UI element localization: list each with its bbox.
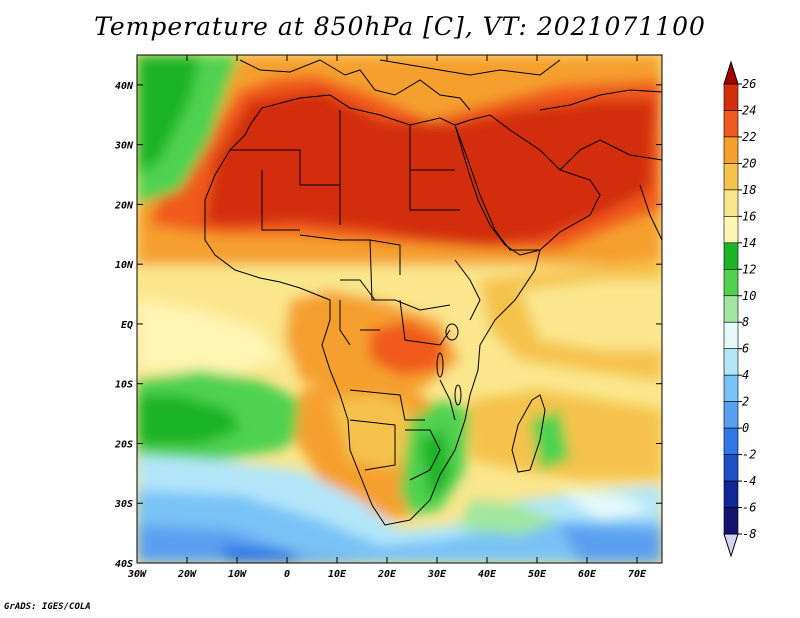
axis-ticks: 30W 20W 10W 0 10E 20E 30E 40E 50E 60E 70E 40N 30N 20N… [114,55,662,580]
colorbar-label: -8 [742,527,756,541]
colorbar-label: 8 [742,315,749,329]
colorbar-label: 16 [742,209,756,223]
lat-tick-label: 10S [115,380,133,391]
colorbar-swatch [723,427,739,455]
lon-tick-label: 20E [377,569,397,580]
colorbar-swatch [723,163,739,191]
colorbar-label: 12 [742,262,756,276]
europe-coastline [239,59,471,111]
colorbar-label: 10 [742,289,756,303]
lon-tick-label: 20W [177,569,197,580]
lat-tick-label: 10N [115,260,134,271]
coastlines [204,59,662,526]
lat-tick-label: EQ [121,320,133,331]
colorbar-swatch [723,136,739,164]
colorbar-swatch [723,401,739,429]
colorbar-label: 18 [742,183,756,197]
colorbar-label: 6 [742,342,749,356]
colorbar-swatch [723,268,739,297]
lat-tick-label: 40S [115,559,133,570]
colorbar-label: 0 [742,421,749,435]
africa-coastline [204,94,541,526]
colorbar-swatch [723,242,739,270]
colorbar-label: 2 [742,395,749,409]
colorbar-bottom-arrow [723,533,739,558]
lat-tick-label: 20N [114,200,134,211]
colorbar-label: -4 [742,474,756,488]
map-frame [136,54,663,564]
lon-tick-label: 10E [328,569,347,580]
colorbar-swatch [723,348,739,376]
lon-tick-label: 40E [478,569,497,580]
madagascar-coastline [511,394,546,473]
lat-tick-label: 30N [114,141,134,152]
colorbar-swatch [723,507,739,535]
colorbar-swatch [723,216,739,244]
lon-tick-label: 0 [284,569,290,580]
colorbar-swatch [723,83,739,111]
lon-tick-label: 30W [127,569,147,580]
colorbar-swatch [723,454,739,482]
lon-tick-label: 50E [528,569,547,580]
colorbar-label: 24 [742,103,756,117]
colorbar-swatch [723,480,739,508]
lat-tick-label: 20S [114,439,133,450]
arabia-coastline [454,114,601,256]
lon-tick-label: 60E [578,569,597,580]
lon-tick-label: 30E [427,569,447,580]
lon-tick-label: 70E [628,569,647,580]
colorbar-top-arrow [723,60,739,85]
colorbar-swatch [723,295,739,323]
footer-credit: GrADS: IGES/COLA [4,602,91,612]
colorbar-swatch [723,374,739,402]
colorbar-label: 4 [742,368,749,382]
colorbar-label: 26 [742,77,756,91]
lat-tick-label: 30S [114,499,133,510]
lat-tick-label: 40N [115,81,134,92]
colorbar-swatch [723,189,739,217]
temperature-field [137,55,662,563]
colorbar-label: 22 [742,130,756,144]
colorbar-label: -2 [742,448,756,462]
colorbar-swatch [723,321,739,350]
colorbar-label: -6 [742,501,756,515]
lon-tick-label: 10W [228,569,247,580]
colorbar-swatch [723,110,739,138]
colorbar-label: 20 [742,156,756,170]
chart-title: Temperature at 850hPa [C], VT: 202107110… [94,12,706,41]
colorbar-label: 14 [742,236,756,250]
